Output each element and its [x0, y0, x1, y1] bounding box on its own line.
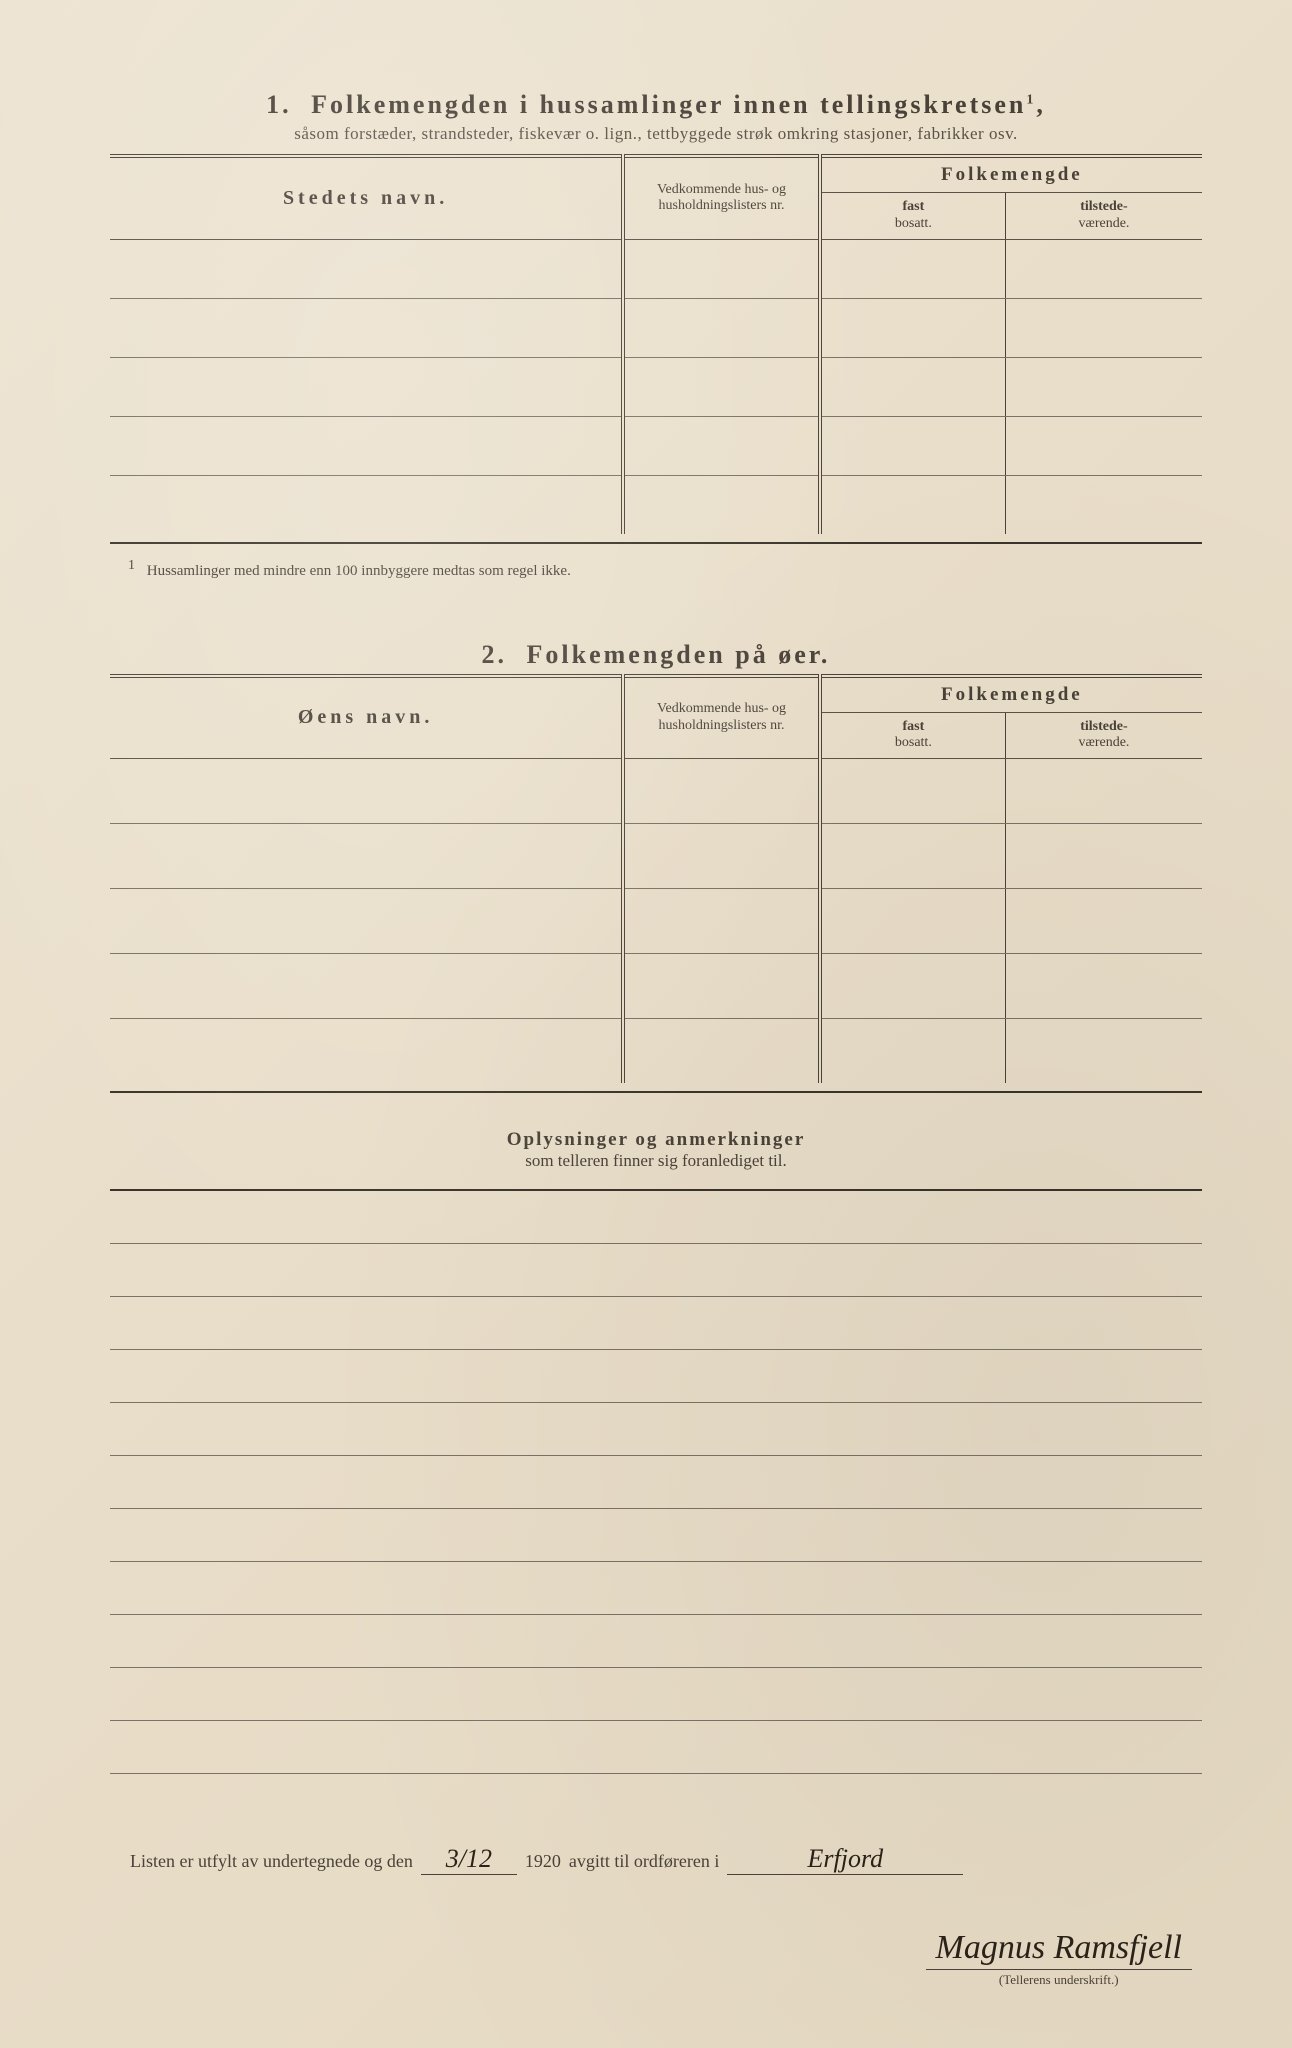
census-form-page: 1. Folkemengden i hussamlinger innen tel… [0, 0, 1292, 2048]
section1-footnote: 1 Hussamlinger med mindre enn 100 innbyg… [128, 558, 1202, 580]
section1-subtitle: såsom forstæder, strandsteder, fiskevær … [110, 124, 1202, 144]
section2-table: Øens navn. Vedkommende hus- og husholdni… [110, 674, 1202, 1084]
remarks-subtitle: som telleren finner sig foranlediget til… [110, 1151, 1202, 1171]
remarks-title: Oplysninger og anmerkninger [110, 1129, 1202, 1151]
signature-label: (Tellerens underskrift.) [926, 1972, 1192, 1988]
col-stedets-navn: Stedets navn. [110, 156, 623, 239]
col-folkemengde-2: Folkemengde [820, 676, 1202, 713]
section2-number: 2. [482, 640, 508, 669]
col-husliste-nr-2: Vedkommende hus- og husholdningslisters … [623, 676, 820, 759]
section2-heading: 2. Folkemengden på øer. [110, 640, 1202, 670]
section1-body [110, 239, 1202, 534]
col-folkemengde: Folkemengde [820, 156, 1202, 193]
section1-sup: 1 [1026, 92, 1036, 107]
signature-block: Magnus Ramsfjell (Tellerens underskrift.… [926, 1929, 1192, 1988]
signature-name: Magnus Ramsfjell [926, 1929, 1192, 1970]
col-husliste-nr: Vedkommende hus- og husholdningslisters … [623, 156, 820, 239]
signature-sentence: Listen er utfylt av undertegnede og den … [110, 1844, 1202, 1875]
col-tilstede-2: tilstede- værende. [1005, 712, 1202, 759]
section1-rule [110, 542, 1202, 544]
sig-year: 1920 [525, 1851, 561, 1872]
sig-place: Erfjord [727, 1844, 963, 1875]
footnote-mark: 1 [128, 558, 135, 573]
sig-prefix: Listen er utfylt av undertegnede og den [130, 1851, 413, 1872]
section1-number: 1. [266, 90, 292, 119]
footnote-text: Hussamlinger med mindre enn 100 innbygge… [147, 563, 571, 579]
section2-body [110, 759, 1202, 1084]
col-oens-navn: Øens navn. [110, 676, 623, 759]
col-tilstede: tilstede- værende. [1005, 193, 1202, 240]
remarks-lines [110, 1189, 1202, 1774]
col-fast-bosatt-2: fast bosatt. [820, 712, 1006, 759]
section2-title: Folkemengden på øer. [527, 640, 831, 669]
section1-heading: 1. Folkemengden i hussamlinger innen tel… [110, 90, 1202, 120]
section2-rule [110, 1091, 1202, 1093]
section1-table: Stedets navn. Vedkommende hus- og hushol… [110, 154, 1202, 534]
sig-date: 3/12 [421, 1844, 517, 1875]
sig-mid: avgitt til ordføreren i [569, 1851, 719, 1872]
section1-title: Folkemengden i hussamlinger innen tellin… [311, 90, 1026, 119]
col-fast-bosatt: fast bosatt. [820, 193, 1006, 240]
